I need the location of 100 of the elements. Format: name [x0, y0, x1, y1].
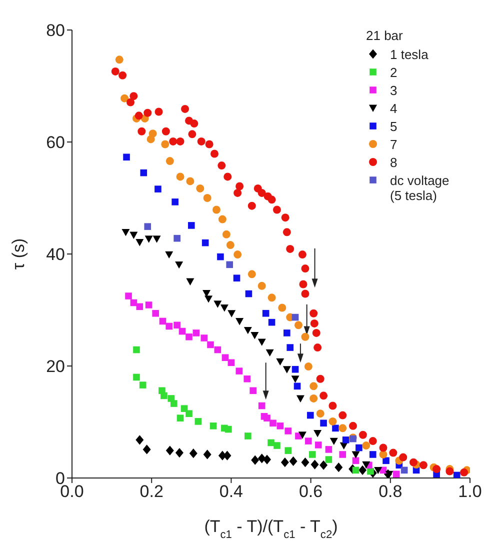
point — [244, 432, 252, 440]
point — [190, 120, 198, 128]
legend-label: dc voltage (5 tesla) — [390, 173, 450, 203]
point — [392, 470, 400, 478]
point — [314, 430, 322, 438]
legend-label: 3 — [390, 83, 398, 98]
point — [175, 448, 184, 458]
point — [180, 405, 188, 412]
legend-title: 21 bar — [366, 28, 404, 43]
point — [298, 250, 306, 259]
point — [460, 468, 468, 476]
point — [234, 188, 242, 197]
point — [162, 127, 170, 136]
point — [233, 274, 240, 282]
point — [289, 456, 298, 466]
point — [138, 127, 146, 136]
point — [214, 300, 222, 308]
point — [136, 239, 144, 246]
point — [111, 67, 120, 76]
point — [332, 424, 339, 432]
point — [203, 194, 212, 202]
point — [130, 92, 138, 100]
point — [258, 402, 266, 410]
point — [312, 328, 320, 337]
point — [266, 349, 274, 357]
point — [226, 241, 234, 250]
point — [194, 418, 202, 425]
point — [181, 104, 190, 113]
point — [334, 462, 343, 472]
point — [296, 395, 304, 402]
point — [310, 382, 318, 390]
x-tick-label: 0.8 — [378, 482, 402, 502]
point — [263, 454, 272, 464]
legend-label: 1 tesla — [390, 47, 428, 62]
point — [176, 172, 184, 181]
point — [299, 280, 308, 288]
point — [236, 182, 244, 190]
point — [175, 261, 184, 269]
point — [144, 223, 152, 230]
point — [453, 472, 460, 478]
legend-label: 8 — [390, 155, 398, 170]
legend-label: 4 — [390, 101, 398, 116]
point — [304, 362, 312, 371]
point — [320, 392, 328, 400]
point — [348, 422, 357, 430]
point — [220, 304, 228, 312]
point — [356, 444, 362, 452]
point — [268, 294, 276, 302]
point — [325, 446, 332, 453]
point — [248, 270, 256, 278]
point — [310, 309, 318, 318]
point — [169, 137, 178, 146]
point — [268, 318, 276, 326]
x-tick-label: 0.2 — [140, 482, 164, 502]
point — [301, 458, 310, 468]
point — [399, 453, 408, 462]
point — [258, 188, 266, 197]
y-tick-label: 40 — [46, 245, 65, 264]
point — [154, 186, 162, 192]
point — [314, 344, 322, 352]
point — [369, 451, 376, 458]
point — [210, 150, 218, 158]
point — [226, 261, 234, 268]
point — [178, 328, 186, 335]
point — [166, 157, 174, 166]
point — [207, 341, 214, 348]
point — [142, 444, 151, 454]
point — [166, 446, 174, 456]
point — [159, 318, 166, 325]
point — [140, 169, 148, 176]
point — [203, 450, 212, 460]
point — [409, 458, 418, 466]
point — [291, 376, 300, 383]
point — [314, 442, 322, 448]
point — [338, 411, 347, 420]
point — [389, 448, 398, 457]
legend-label: 2 — [390, 65, 398, 80]
point — [152, 236, 161, 243]
point — [214, 346, 222, 354]
point — [325, 456, 332, 463]
point — [165, 251, 174, 259]
point — [244, 326, 252, 334]
point — [218, 162, 226, 170]
point — [118, 71, 127, 80]
point — [192, 330, 200, 336]
point — [286, 244, 294, 253]
point — [320, 460, 328, 470]
point — [280, 458, 289, 468]
point — [205, 140, 214, 148]
point — [228, 359, 235, 366]
point — [305, 438, 312, 444]
point — [248, 202, 256, 210]
point — [154, 108, 163, 116]
point — [284, 428, 292, 434]
point — [139, 382, 146, 388]
y-tick-label: 60 — [46, 133, 65, 152]
point — [419, 461, 428, 470]
point — [125, 292, 132, 300]
point — [236, 318, 244, 326]
point — [328, 417, 337, 426]
